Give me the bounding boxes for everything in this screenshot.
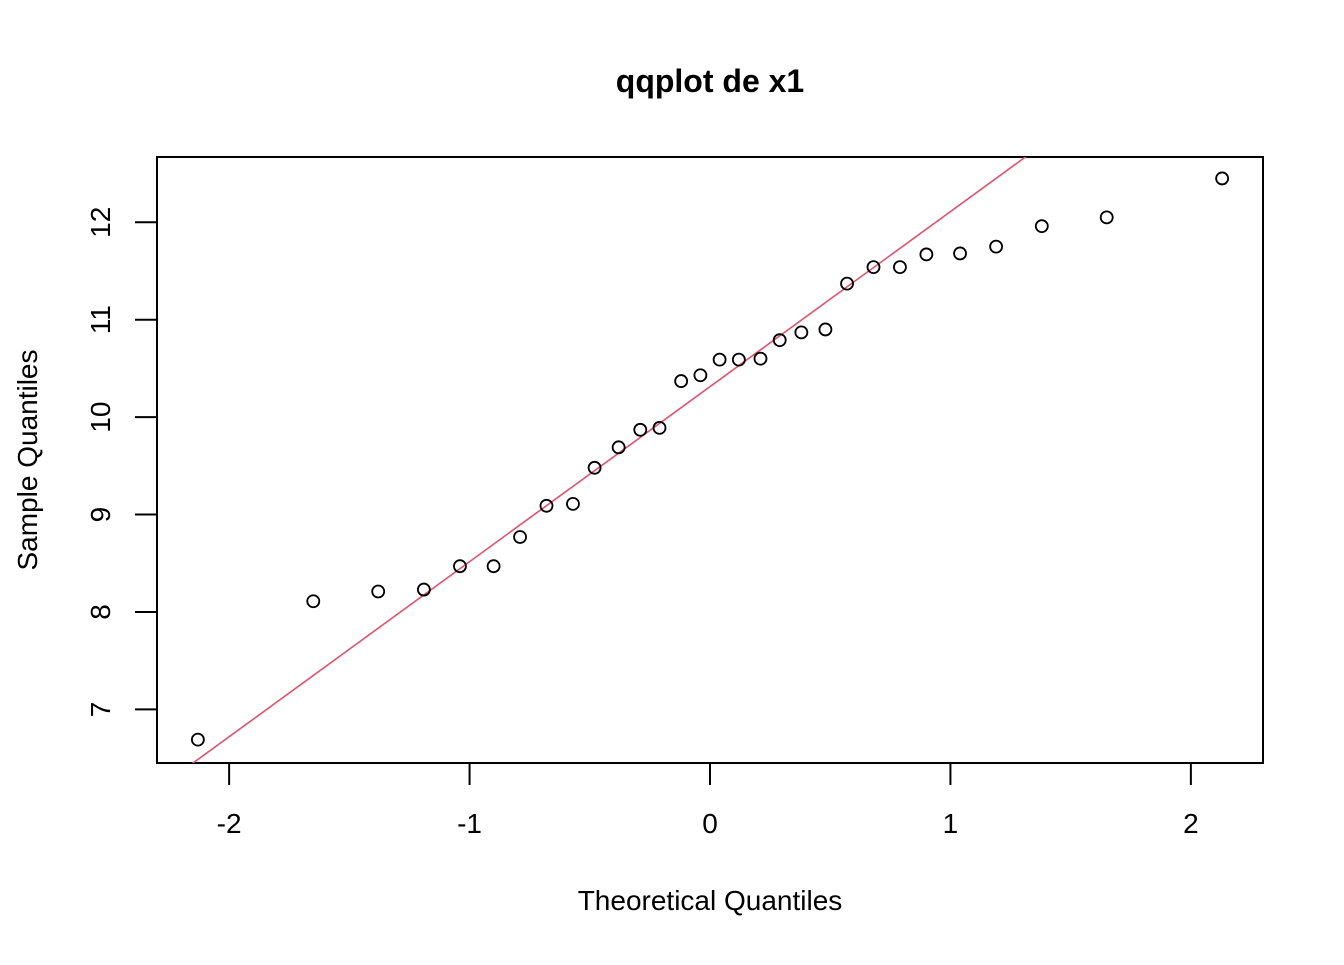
y-tick-label: 12 (85, 207, 116, 238)
data-point (306, 594, 321, 609)
data-point (953, 246, 967, 261)
data-point (818, 322, 833, 337)
y-axis: 7 8 9 10 11 12 (85, 207, 158, 718)
qq-reference-line (191, 157, 1027, 763)
data-point (566, 496, 580, 511)
x-axis-label: Theoretical Quantiles (578, 885, 843, 916)
data-point (486, 559, 501, 574)
data-point (753, 351, 768, 366)
data-point (1034, 219, 1049, 234)
y-tick-label: 7 (85, 702, 116, 718)
data-point (919, 247, 934, 262)
x-tick-label: -2 (217, 808, 242, 839)
plot-frame (156, 156, 1264, 764)
y-axis-label: Sample Quantiles (12, 349, 43, 570)
data-point (1099, 210, 1114, 225)
data-point (611, 440, 626, 455)
data-point (453, 559, 467, 574)
x-axis: -2 -1 0 1 2 (217, 762, 1199, 839)
data-point (731, 352, 746, 367)
data-point (539, 498, 554, 513)
x-tick-label: -1 (457, 808, 482, 839)
x-tick-label: 1 (943, 808, 959, 839)
reference-line-layer (191, 157, 1027, 763)
data-point (633, 422, 648, 437)
data-point (416, 582, 431, 597)
data-points-layer (190, 171, 1230, 747)
data-point (652, 420, 667, 435)
y-tick-label: 9 (85, 507, 116, 523)
data-point (674, 374, 689, 388)
data-point (1215, 171, 1230, 186)
data-point (371, 584, 386, 599)
data-point (840, 276, 854, 291)
data-point (772, 333, 787, 348)
data-point (866, 260, 881, 274)
data-point (893, 260, 907, 274)
y-tick-label: 11 (85, 305, 116, 334)
data-point (587, 460, 602, 475)
data-point (693, 368, 708, 383)
x-tick-label: 0 (702, 808, 718, 839)
chart-title: qqplot de x1 (616, 63, 804, 99)
data-point (712, 352, 727, 367)
data-point (190, 732, 205, 747)
data-point (794, 325, 809, 340)
y-tick-label: 10 (85, 402, 116, 433)
y-tick-label: 8 (85, 604, 116, 620)
x-tick-label: 2 (1183, 808, 1199, 839)
data-point (513, 530, 527, 544)
data-point (989, 239, 1004, 254)
